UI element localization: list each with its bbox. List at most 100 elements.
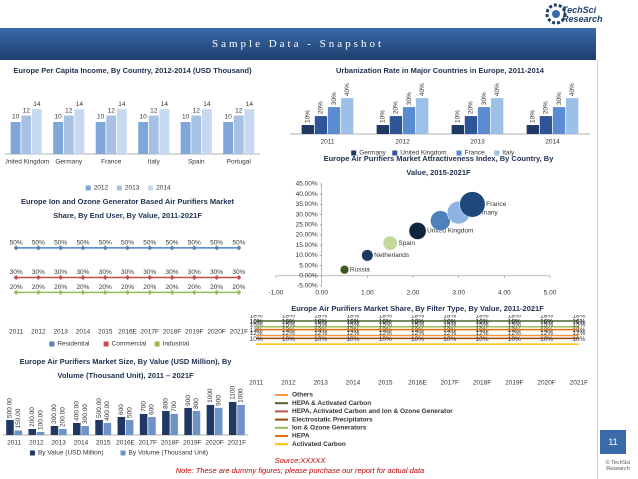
data-label: 16% — [314, 318, 327, 325]
data-label: 40% — [569, 83, 576, 96]
bar — [402, 107, 416, 134]
bar — [50, 425, 59, 435]
data-label: 40% — [344, 83, 351, 96]
data-label: 13% — [250, 327, 263, 334]
marker — [214, 245, 220, 251]
x-tick-label: 2018F — [161, 440, 179, 447]
bar — [341, 98, 354, 134]
data-label: 300.00 — [51, 404, 58, 424]
data-label: 20% — [166, 284, 179, 291]
bar — [327, 107, 341, 134]
marker — [147, 275, 153, 280]
data-label: 800 — [163, 398, 170, 409]
data-label: 10% — [305, 110, 312, 123]
data-label: 18% — [572, 315, 585, 320]
data-label: 15% — [379, 321, 392, 328]
data-label: 15% — [314, 321, 327, 328]
marker — [147, 245, 153, 251]
data-label: 50% — [99, 240, 112, 247]
legend-swatch — [154, 341, 160, 347]
chart: 2011 10% 20% 30% 40% 2012 10% 20% 30% 40% 2013 10% 2… — [290, 83, 590, 157]
x-tick-label: 2012 — [29, 440, 44, 447]
x-tick-label: 2014 — [346, 380, 361, 387]
data-label: 20% — [76, 284, 89, 291]
x-tick-label: 2013 — [53, 329, 68, 336]
data-label: 10 — [55, 114, 63, 121]
legend-swatch — [103, 341, 109, 347]
bubble — [361, 249, 374, 262]
bar — [139, 413, 148, 435]
data-label: 13% — [282, 327, 295, 334]
data-label: 20% — [210, 284, 223, 291]
data-label: 16% — [282, 318, 295, 325]
x-tick-label: 2014 — [545, 139, 560, 146]
marker — [169, 245, 175, 251]
data-label: 20% — [143, 284, 156, 291]
bar — [201, 109, 212, 154]
data-label: 12% — [379, 330, 392, 337]
data-label: 30% — [331, 92, 338, 105]
bar — [464, 116, 478, 134]
x-tick-label: -1.00 — [269, 290, 284, 297]
data-label: 30% — [166, 269, 179, 276]
data-label: 10% — [411, 336, 424, 343]
chart-title: Europe Per Capita Income, By Country, 20… — [13, 66, 252, 75]
marker — [35, 289, 41, 295]
legend-swatch — [29, 450, 35, 456]
x-tick-label: Germany — [55, 159, 82, 166]
data-label: 16% — [250, 318, 263, 325]
bar — [6, 419, 14, 435]
data-label: 1100 — [229, 386, 236, 400]
bubble-label: Germany — [471, 209, 498, 216]
x-tick-label: 2016E — [116, 440, 135, 447]
data-label: 10 — [12, 114, 20, 121]
bubble-label: Netherlands — [374, 252, 410, 259]
chart-title: Urbanization Rate in Major Countries in … — [336, 66, 544, 75]
data-label: 10% — [572, 336, 585, 343]
chart-title: Europe Air Purifiers Market Share, By Fi… — [291, 304, 544, 313]
bar — [28, 428, 37, 435]
bar — [116, 109, 127, 154]
marker — [58, 275, 64, 280]
data-label: 12% — [250, 330, 263, 337]
data-label: 10% — [508, 336, 521, 343]
x-tick-label: Portugal — [227, 159, 252, 166]
data-label: 10% — [530, 110, 537, 123]
y-tick-label: 30.00% — [296, 211, 318, 218]
data-label: 13% — [508, 327, 521, 334]
chart-title: Europe Air Purifiers Market Size, By Val… — [19, 357, 232, 380]
data-label: 15% — [572, 321, 585, 328]
legend-label: Others — [292, 392, 313, 399]
data-label: 20% — [232, 284, 245, 291]
y-tick-label: 5.00% — [299, 262, 318, 269]
side-rule — [597, 60, 598, 479]
bubble-label: France — [486, 201, 507, 208]
data-label: 10% — [443, 336, 456, 343]
bar — [95, 122, 106, 154]
data-label: 10 — [140, 114, 148, 121]
data-label: 20% — [10, 284, 23, 291]
data-label: 18% — [411, 315, 424, 320]
data-label: 40% — [419, 83, 426, 96]
note: Note: These are dummy figures; please pu… — [175, 466, 425, 475]
marker — [169, 289, 175, 295]
legend-swatch — [392, 150, 398, 156]
data-label: 13% — [540, 327, 553, 334]
x-tick-label: 2016E — [408, 380, 427, 387]
chart-panel: Europe Per Capita Income, By Country, 20… — [5, 64, 260, 194]
bar — [552, 107, 566, 134]
data-label: 13% — [379, 327, 392, 334]
legend-label: Electrostatic Precipitators — [292, 416, 373, 423]
y-tick-label: 20.00% — [296, 232, 318, 239]
x-tick-label: 2015 — [98, 329, 113, 336]
legend-swatch — [85, 185, 91, 191]
data-label: 500 — [126, 407, 133, 418]
x-tick-label: 2021F — [570, 380, 588, 387]
bar — [10, 122, 21, 154]
data-label: 10% — [314, 336, 327, 343]
data-label: 30% — [188, 269, 201, 276]
x-tick-label: 2019F — [505, 380, 523, 387]
data-label: 14 — [76, 101, 84, 108]
legend-label: 2014 — [156, 185, 171, 192]
